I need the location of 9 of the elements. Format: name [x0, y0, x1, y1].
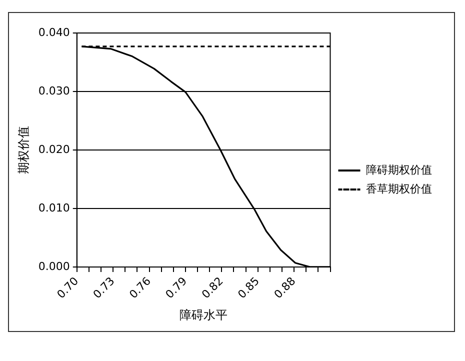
y-axis-title: 期权价值 — [16, 126, 30, 174]
y-tick-label: 0.020 — [38, 142, 70, 156]
x-axis-title: 障碍水平 — [180, 308, 228, 322]
legend-label: 香草期权价值 — [366, 182, 432, 196]
y-tick-label: 0.040 — [38, 26, 70, 39]
y-tick-label: 0.030 — [38, 84, 70, 98]
y-tick-label: 0.000 — [38, 260, 70, 273]
legend-label: 障碍期权价值 — [366, 163, 432, 176]
y-tick-label: 0.010 — [38, 201, 70, 214]
